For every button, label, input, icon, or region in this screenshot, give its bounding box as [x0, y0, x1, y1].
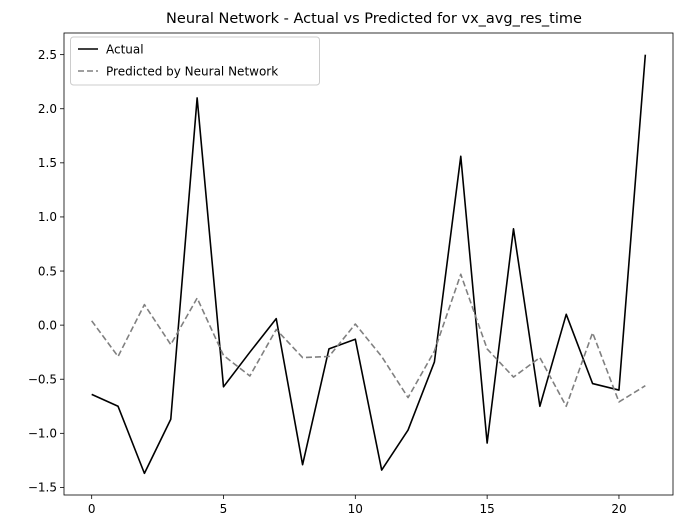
y-tick-label: 1.0: [38, 210, 57, 224]
y-tick-label: 0.5: [38, 264, 57, 278]
plot-frame: [63, 32, 674, 496]
legend-box: [70, 36, 320, 86]
y-tick-label: −1.5: [28, 481, 57, 495]
y-tick-label: 2.0: [38, 102, 57, 116]
x-tick-label: 10: [348, 502, 363, 516]
y-tick-label: 0.0: [38, 318, 57, 332]
series-line-actual: [91, 54, 647, 475]
series-line-predicted: [91, 273, 646, 408]
y-tick-label: −1.0: [28, 427, 57, 441]
series-layer: [91, 54, 647, 475]
x-axis: 0 5 10 15 20: [88, 495, 627, 516]
x-tick-label: 0: [88, 502, 96, 516]
y-tick-label: −0.5: [28, 373, 57, 387]
x-tick-label: 20: [611, 502, 626, 516]
y-tick-label: 2.5: [38, 48, 57, 62]
legend-label-predicted: Predicted by Neural Network: [106, 65, 278, 79]
legend-label-actual: Actual: [106, 43, 144, 57]
plot-area: [64, 33, 673, 495]
x-tick-label: 15: [479, 502, 494, 516]
x-tick-label: 5: [220, 502, 228, 516]
y-tick-label: 1.5: [38, 156, 57, 170]
legend: Actual Predicted by Neural Network: [70, 36, 320, 86]
chart-title: Neural Network - Actual vs Predicted for…: [166, 11, 582, 27]
y-axis: −1.5 −1.0 −0.5 0.0 0.5 1.0 1.5 2.0 2.5: [28, 48, 64, 495]
